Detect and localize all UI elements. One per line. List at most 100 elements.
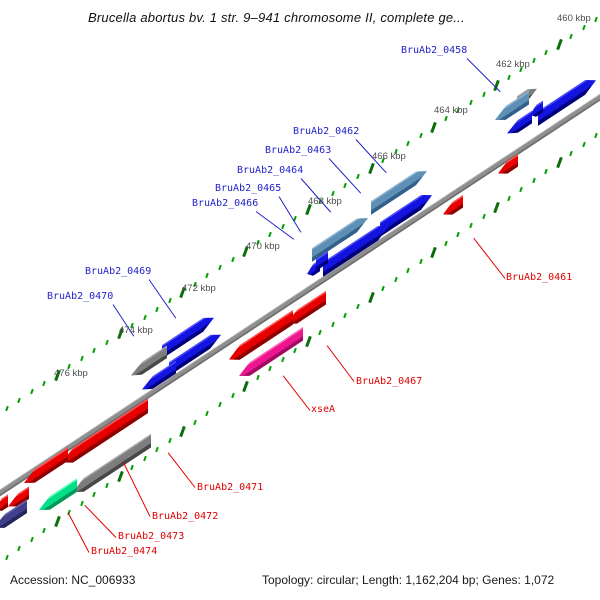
- leader-line-BruAb2_0471: [167, 452, 196, 488]
- minor-tick-lower: [142, 455, 147, 462]
- minor-tick-upper: [418, 132, 423, 139]
- minor-tick-upper: [280, 223, 285, 230]
- gene-label-BruAb2_0469[interactable]: BruAb2_0469: [85, 266, 152, 277]
- major-tick-upper: [430, 121, 438, 133]
- leader-line-xseA: [282, 375, 311, 411]
- minor-tick-lower: [519, 186, 523, 193]
- minor-tick-lower: [544, 168, 549, 175]
- gene-label-BruAb2_0471[interactable]: BruAb2_0471: [197, 482, 264, 493]
- minor-tick-upper: [268, 231, 272, 238]
- gene-label-BruAb2_0465[interactable]: BruAb2_0465: [215, 183, 282, 194]
- scale-label-472-kbp: 472 kbp: [182, 283, 216, 294]
- minor-tick-upper: [594, 16, 599, 23]
- minor-tick-lower: [569, 151, 574, 157]
- leader-line-BruAb2_0472: [122, 461, 151, 517]
- gene-label-BruAb2_0464[interactable]: BruAb2_0464: [237, 165, 304, 176]
- minor-tick-lower: [280, 357, 285, 363]
- status-accession: Accession: NC_006933: [10, 573, 136, 587]
- minor-tick-upper: [42, 380, 47, 387]
- scale-label-474-kbp: 474 kbp: [119, 325, 153, 336]
- minor-tick-upper: [29, 389, 34, 395]
- minor-tick-lower: [582, 142, 586, 148]
- minor-tick-lower: [92, 491, 97, 497]
- minor-tick-upper: [230, 256, 235, 263]
- gene-label-BruAb2_0467[interactable]: BruAb2_0467: [356, 376, 423, 387]
- minor-tick-upper: [544, 49, 549, 56]
- leader-line-BruAb2_0469: [148, 279, 177, 319]
- minor-tick-upper: [218, 265, 222, 271]
- minor-tick-lower: [130, 464, 134, 471]
- gene-BruAb2_0471[interactable]: [62, 398, 148, 470]
- major-tick-upper: [556, 38, 563, 51]
- minor-tick-upper: [531, 58, 536, 64]
- major-tick-upper: [367, 162, 375, 175]
- gene-label-BruAb2_0461[interactable]: BruAb2_0461: [506, 272, 573, 283]
- minor-tick-lower: [444, 240, 448, 247]
- minor-tick-upper: [406, 140, 410, 147]
- minor-tick-lower: [167, 437, 172, 444]
- major-tick-lower: [430, 246, 438, 259]
- minor-tick-lower: [218, 401, 222, 408]
- minor-tick-lower: [343, 312, 348, 318]
- minor-tick-lower: [193, 419, 197, 426]
- leader-line-BruAb2_0461: [473, 238, 506, 279]
- gene-label-BruAb2_0466[interactable]: BruAb2_0466: [192, 198, 259, 209]
- minor-tick-upper: [92, 347, 97, 354]
- gene-label-BruAb2_0462[interactable]: BruAb2_0462: [293, 126, 360, 137]
- scale-label-462-kbp: 462 kbp: [496, 59, 530, 70]
- minor-tick-upper: [444, 116, 448, 122]
- minor-tick-upper: [167, 298, 172, 304]
- minor-tick-upper: [343, 182, 348, 188]
- major-tick-lower: [54, 515, 61, 527]
- status-topology: Topology: circular; Length: 1,162,204 bp…: [262, 573, 555, 587]
- minor-tick-lower: [255, 375, 260, 381]
- minor-tick-lower: [29, 536, 34, 542]
- gene-e6[interactable]: [0, 495, 8, 516]
- minor-tick-upper: [569, 33, 574, 39]
- minor-tick-lower: [481, 213, 486, 220]
- minor-tick-upper: [582, 25, 586, 31]
- gene-label-xseA[interactable]: xseA: [311, 404, 336, 415]
- minor-tick-lower: [80, 500, 84, 506]
- minor-tick-upper: [155, 306, 159, 312]
- gene-BruAb2_0473[interactable]: [39, 477, 77, 516]
- gene-label-BruAb2_0470[interactable]: BruAb2_0470: [47, 291, 114, 302]
- minor-tick-upper: [506, 74, 511, 81]
- scale-label-466-kbp: 466 kbp: [372, 151, 406, 162]
- major-tick-lower: [305, 336, 312, 348]
- minor-tick-lower: [418, 258, 423, 264]
- minor-tick-lower: [506, 195, 511, 202]
- major-tick-lower: [179, 425, 187, 438]
- gene-label-BruAb2_0472[interactable]: BruAb2_0472: [152, 511, 219, 522]
- minor-tick-upper: [469, 99, 473, 105]
- scale-label-468-kbp: 468 kbp: [308, 196, 342, 207]
- minor-tick-lower: [531, 177, 536, 184]
- minor-tick-lower: [155, 446, 159, 453]
- gene-label-BruAb2_0463[interactable]: BruAb2_0463: [265, 145, 332, 156]
- scale-label-464-kbp: 464 kbp: [434, 105, 468, 116]
- map-title: Brucella abortus bv. 1 str. 9–941 chromo…: [88, 10, 465, 25]
- scale-label-476-kbp: 476 kbp: [54, 368, 88, 379]
- minor-tick-lower: [268, 366, 272, 372]
- minor-tick-lower: [105, 482, 109, 489]
- gene-label-BruAb2_0458[interactable]: BruAb2_0458: [401, 45, 468, 56]
- minor-tick-upper: [17, 397, 21, 403]
- minor-tick-upper: [105, 339, 109, 345]
- minor-tick-upper: [4, 405, 9, 411]
- minor-tick-lower: [230, 393, 235, 399]
- minor-tick-lower: [42, 527, 47, 533]
- gene-label-BruAb2_0474[interactable]: BruAb2_0474: [91, 546, 158, 557]
- major-tick-lower: [242, 381, 249, 393]
- scale-label-470-kbp: 470 kbp: [246, 241, 280, 252]
- minor-tick-lower: [594, 133, 599, 139]
- leader-line-BruAb2_0467: [326, 345, 355, 382]
- minor-tick-lower: [393, 276, 398, 282]
- minor-tick-lower: [318, 330, 323, 336]
- minor-tick-lower: [205, 410, 210, 417]
- leader-line-BruAb2_0466: [255, 211, 295, 240]
- major-tick-lower: [556, 157, 563, 169]
- gene-label-BruAb2_0473[interactable]: BruAb2_0473: [118, 531, 185, 542]
- leader-line-BruAb2_0473: [84, 505, 117, 538]
- minor-tick-lower: [4, 554, 9, 560]
